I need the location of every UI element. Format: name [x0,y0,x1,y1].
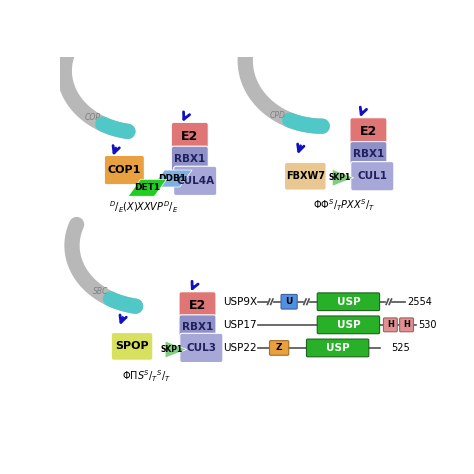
Text: H: H [403,320,410,329]
FancyBboxPatch shape [383,318,397,332]
FancyBboxPatch shape [281,294,297,309]
Text: USP: USP [337,320,360,330]
FancyBboxPatch shape [171,146,208,171]
Text: RBX1: RBX1 [182,322,213,332]
FancyBboxPatch shape [104,155,145,185]
FancyBboxPatch shape [284,163,326,190]
Text: SBC: SBC [93,287,108,296]
Text: USP: USP [326,343,349,353]
Text: COP1: COP1 [108,165,141,175]
Text: $\Phi\Phi^{S}/_{T}PXX^{S}/_{T}$: $\Phi\Phi^{S}/_{T}PXX^{S}/_{T}$ [312,198,375,213]
Polygon shape [332,169,354,186]
Text: $^{D}/_{E}(X)XXVP^{D}/_{E}$: $^{D}/_{E}(X)XXVP^{D}/_{E}$ [109,200,178,215]
Text: Z: Z [276,344,283,353]
FancyBboxPatch shape [270,341,289,355]
FancyBboxPatch shape [350,142,387,166]
FancyBboxPatch shape [111,333,153,360]
Text: E2: E2 [189,299,206,312]
FancyBboxPatch shape [171,122,208,150]
FancyBboxPatch shape [400,318,413,332]
Text: CUL1: CUL1 [357,171,387,181]
FancyBboxPatch shape [351,162,394,191]
Text: U: U [285,297,293,306]
FancyBboxPatch shape [317,293,380,310]
Polygon shape [128,179,167,196]
Polygon shape [165,341,187,358]
Text: E2: E2 [360,125,377,138]
FancyBboxPatch shape [350,118,387,146]
Text: 525: 525 [392,343,410,353]
Text: RBX1: RBX1 [353,149,384,159]
Text: E2: E2 [181,130,199,143]
Text: CPD: CPD [270,111,286,120]
Text: 530: 530 [418,320,436,330]
FancyBboxPatch shape [179,315,216,339]
FancyBboxPatch shape [317,316,380,334]
Text: SKP1: SKP1 [161,345,183,354]
Text: H: H [387,320,394,329]
Polygon shape [152,170,192,187]
FancyBboxPatch shape [173,166,217,195]
Text: DET1: DET1 [135,183,161,192]
Text: $\Phi\Pi S^{S}/_{T}{}^{S}/_{T}$: $\Phi\Pi S^{S}/_{T}{}^{S}/_{T}$ [122,369,171,384]
Text: USP: USP [337,297,360,307]
Text: FBXW7: FBXW7 [286,171,325,181]
Text: USP9X: USP9X [223,297,257,307]
FancyBboxPatch shape [307,339,369,357]
FancyBboxPatch shape [179,292,216,319]
Text: DDB1: DDB1 [158,174,186,183]
Text: COP: COP [85,113,101,122]
Text: RBX1: RBX1 [174,154,205,164]
Text: 2554: 2554 [407,297,432,307]
Text: CUL3: CUL3 [186,343,216,353]
Text: CUL4A: CUL4A [176,176,214,186]
FancyBboxPatch shape [180,333,223,363]
Text: SKP1: SKP1 [328,173,350,182]
Text: SPOP: SPOP [115,341,149,351]
Text: USP22: USP22 [223,343,257,353]
Text: USP17: USP17 [223,320,257,330]
